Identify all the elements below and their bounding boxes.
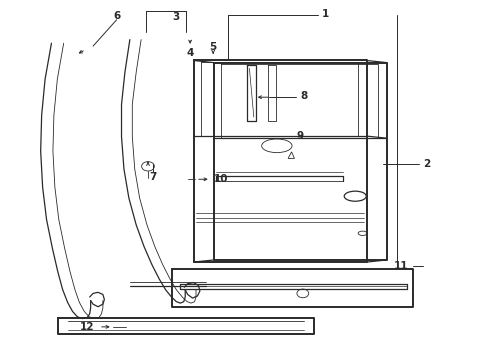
Text: 1: 1 — [322, 9, 329, 19]
Text: 8: 8 — [300, 91, 307, 102]
Text: 3: 3 — [173, 12, 180, 22]
Text: 10: 10 — [214, 174, 229, 184]
Text: 5: 5 — [210, 42, 217, 52]
Text: 11: 11 — [393, 261, 408, 271]
Text: 4: 4 — [186, 48, 194, 58]
Text: 7: 7 — [149, 172, 157, 182]
Text: 2: 2 — [423, 159, 430, 169]
Text: 12: 12 — [80, 322, 95, 332]
Text: 9: 9 — [296, 131, 303, 141]
Text: 6: 6 — [113, 11, 120, 21]
